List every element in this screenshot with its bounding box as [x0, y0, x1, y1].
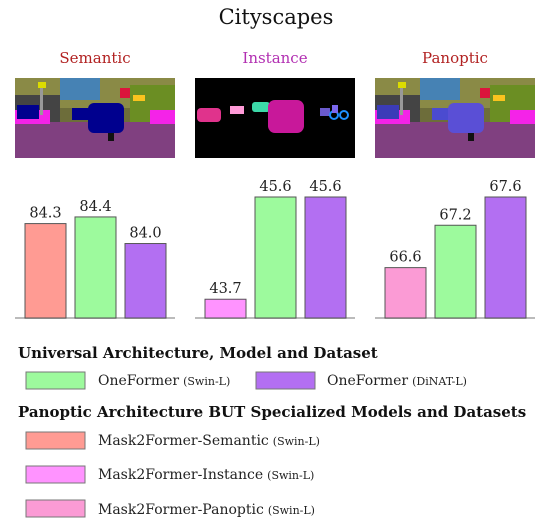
value-label-panoptic-0: 66.6	[389, 250, 421, 266]
legend-label-oneformer-dinat: OneFormer (DiNAT-L)	[327, 373, 467, 389]
legend-swatch-m2f-instance	[25, 465, 86, 484]
bar-semantic-1	[74, 216, 117, 319]
value-label-instance-1: 45.6	[259, 179, 291, 195]
legend-label-m2f-panoptic: Mask2Former-Panoptic (Swin-L)	[98, 502, 315, 518]
semantic-segmentation-image	[15, 78, 175, 158]
value-label-panoptic-1: 67.2	[439, 207, 471, 223]
bar-instance-0	[204, 298, 247, 319]
panoptic-segmentation-image	[375, 78, 535, 158]
panel-title-instance: Instance	[242, 49, 307, 67]
bar-panoptic-0	[384, 267, 427, 319]
bar-instance-1	[254, 196, 297, 319]
panel-title-panoptic: Panoptic	[422, 49, 488, 67]
value-label-semantic-2: 84.0	[129, 226, 161, 242]
value-label-semantic-1: 84.4	[79, 199, 111, 215]
value-label-instance-0: 43.7	[209, 281, 241, 297]
legend-swatch-oneformer-swin	[25, 371, 86, 390]
legend-swatch-oneformer-dinat	[255, 371, 316, 390]
bar-semantic-0	[24, 223, 67, 319]
bar-semantic-2	[124, 243, 167, 319]
value-label-panoptic-2: 67.6	[489, 179, 521, 195]
legend-swatch-m2f-semantic	[25, 431, 86, 450]
value-label-instance-2: 45.6	[309, 179, 341, 195]
value-label-semantic-0: 84.3	[29, 206, 61, 222]
panel-title-semantic: Semantic	[59, 49, 130, 67]
figure-title: Cityscapes	[219, 5, 334, 29]
legend-label-m2f-instance: Mask2Former-Instance (Swin-L)	[98, 467, 314, 483]
legend-group1-title: Universal Architecture, Model and Datase…	[18, 344, 378, 362]
legend-swatch-m2f-panoptic	[25, 499, 86, 518]
instance-segmentation-image	[195, 78, 355, 158]
legend-label-oneformer-swin: OneFormer (Swin-L)	[98, 373, 230, 389]
bar-panoptic-2	[484, 196, 527, 319]
bar-instance-2	[304, 196, 347, 319]
legend-group2-title: Panoptic Architecture BUT Specialized Mo…	[18, 403, 526, 421]
legend-label-m2f-semantic: Mask2Former-Semantic (Swin-L)	[98, 433, 320, 449]
bar-panoptic-1	[434, 224, 477, 319]
